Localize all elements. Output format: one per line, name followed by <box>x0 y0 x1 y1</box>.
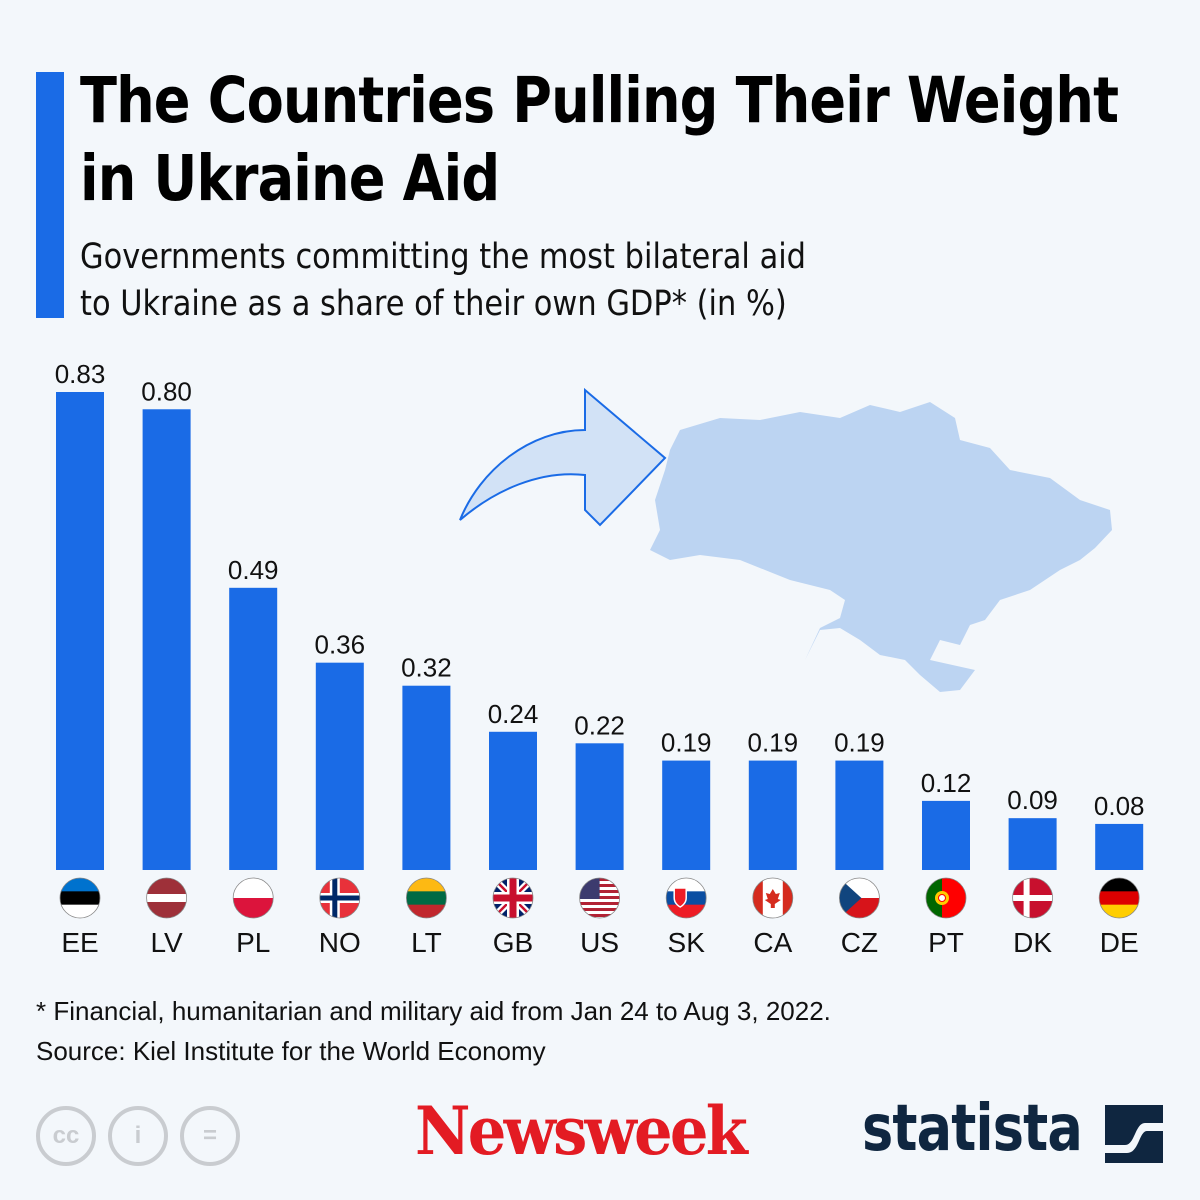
value-label: 0.80 <box>141 376 192 406</box>
value-label: 0.08 <box>1094 791 1145 821</box>
newsweek-logo: Newsweek <box>415 1092 748 1170</box>
bar-lt <box>402 685 451 870</box>
bar-ee <box>56 392 104 870</box>
footnote: * Financial, humanitarian and military a… <box>36 996 831 1026</box>
uk-flag-icon <box>493 878 533 918</box>
norway-flag-icon <box>319 878 360 918</box>
portugal-flag-icon <box>926 878 966 918</box>
category-label: PT <box>928 927 964 958</box>
bar-cz <box>835 760 884 870</box>
value-label: 0.22 <box>574 710 625 740</box>
creative-commons-icon: cc <box>36 1106 96 1166</box>
czechia-flag-icon <box>839 878 880 918</box>
chart-subtitle: Governments committing the most bilatera… <box>80 234 806 328</box>
latvia-flag-icon <box>146 878 187 918</box>
lithuania-flag-icon <box>406 878 447 918</box>
us-flag-icon <box>579 878 620 918</box>
value-label: 0.12 <box>921 768 972 798</box>
chart-title: The Countries Pulling Their Weight in Uk… <box>80 62 1119 218</box>
bar-us <box>575 743 624 870</box>
title-accent-bar <box>36 72 64 318</box>
source: Source: Kiel Institute for the World Eco… <box>36 1036 546 1066</box>
bar-dk <box>1008 818 1057 870</box>
value-label: 0.83 <box>55 359 106 389</box>
canada-flag-icon <box>752 878 793 918</box>
value-label: 0.24 <box>488 699 539 729</box>
bar-sk <box>662 760 711 870</box>
category-label: NO <box>319 927 361 958</box>
bar-group-lt: 0.32 LT <box>401 653 452 958</box>
category-label: LV <box>151 927 183 958</box>
bar-pt <box>922 800 970 870</box>
bar-lv <box>142 409 191 870</box>
category-label: EE <box>61 927 98 958</box>
category-label: CZ <box>841 927 878 958</box>
value-label: 0.09 <box>1007 785 1058 815</box>
no-derivatives-icon: = <box>180 1106 240 1166</box>
subtitle-line-2: to Ukraine as a share of their own GDP* … <box>80 284 787 324</box>
estonia-flag-icon <box>60 878 100 918</box>
bar-no <box>315 662 364 870</box>
bar-de <box>1095 823 1144 870</box>
ukraine-map-illustration <box>459 387 1112 692</box>
poland-flag-icon <box>233 878 274 918</box>
bar-group-cz: 0.19 CZ <box>834 728 885 958</box>
bar-group-sk: 0.19 SK <box>661 728 712 958</box>
attribution-icon: i <box>108 1106 168 1166</box>
bar-group-ee: 0.83 EE <box>55 359 106 958</box>
bar-group-ca: 0.19 CA <box>747 728 798 958</box>
value-label: 0.19 <box>747 728 798 758</box>
value-label: 0.32 <box>401 653 452 683</box>
bar-group-us: 0.22 US <box>574 710 625 958</box>
category-label: US <box>580 927 619 958</box>
slovakia-flag-icon <box>666 878 707 918</box>
title-line-1: The Countries Pulling Their Weight <box>80 64 1119 137</box>
category-label: DE <box>1100 927 1139 958</box>
denmark-flag-icon <box>1012 878 1053 918</box>
bar-pl <box>229 587 278 870</box>
value-label: 0.36 <box>314 630 365 660</box>
bar-group-de: 0.08 DE <box>1094 791 1145 958</box>
bar-group-pt: 0.12 PT <box>921 768 972 958</box>
bar-group-gb: 0.24 GB <box>488 699 539 958</box>
bar-ca <box>748 760 797 870</box>
germany-flag-icon <box>1099 878 1140 918</box>
bar-group-dk: 0.09 DK <box>1007 785 1058 958</box>
category-label: GB <box>493 927 533 958</box>
category-label: DK <box>1013 927 1052 958</box>
bar-group-pl: 0.49 PL <box>228 555 279 958</box>
bar-group-lv: 0.80 LV <box>141 376 192 958</box>
value-label: 0.49 <box>228 555 279 585</box>
category-label: LT <box>411 927 442 958</box>
category-label: PL <box>236 927 270 958</box>
statista-logo: statista <box>862 1092 1083 1166</box>
subtitle-line-1: Governments committing the most bilatera… <box>80 237 807 277</box>
bar-gb <box>489 731 537 870</box>
category-label: SK <box>668 927 706 958</box>
bar-group-no: 0.36 NO <box>314 630 365 958</box>
value-label: 0.19 <box>834 728 885 758</box>
bar-chart: 0.83 EE 0.80 LV 0.49 PL 0.36 NO 0.32 LT 0.24 GB 0.22… <box>55 359 1145 958</box>
ukraine-map <box>650 402 1112 692</box>
title-line-2: in Ukraine Aid <box>80 142 500 215</box>
value-label: 0.19 <box>661 728 712 758</box>
curved-arrow-icon <box>459 387 667 527</box>
category-label: CA <box>753 927 792 958</box>
statista-logo-mark <box>1105 1105 1163 1163</box>
